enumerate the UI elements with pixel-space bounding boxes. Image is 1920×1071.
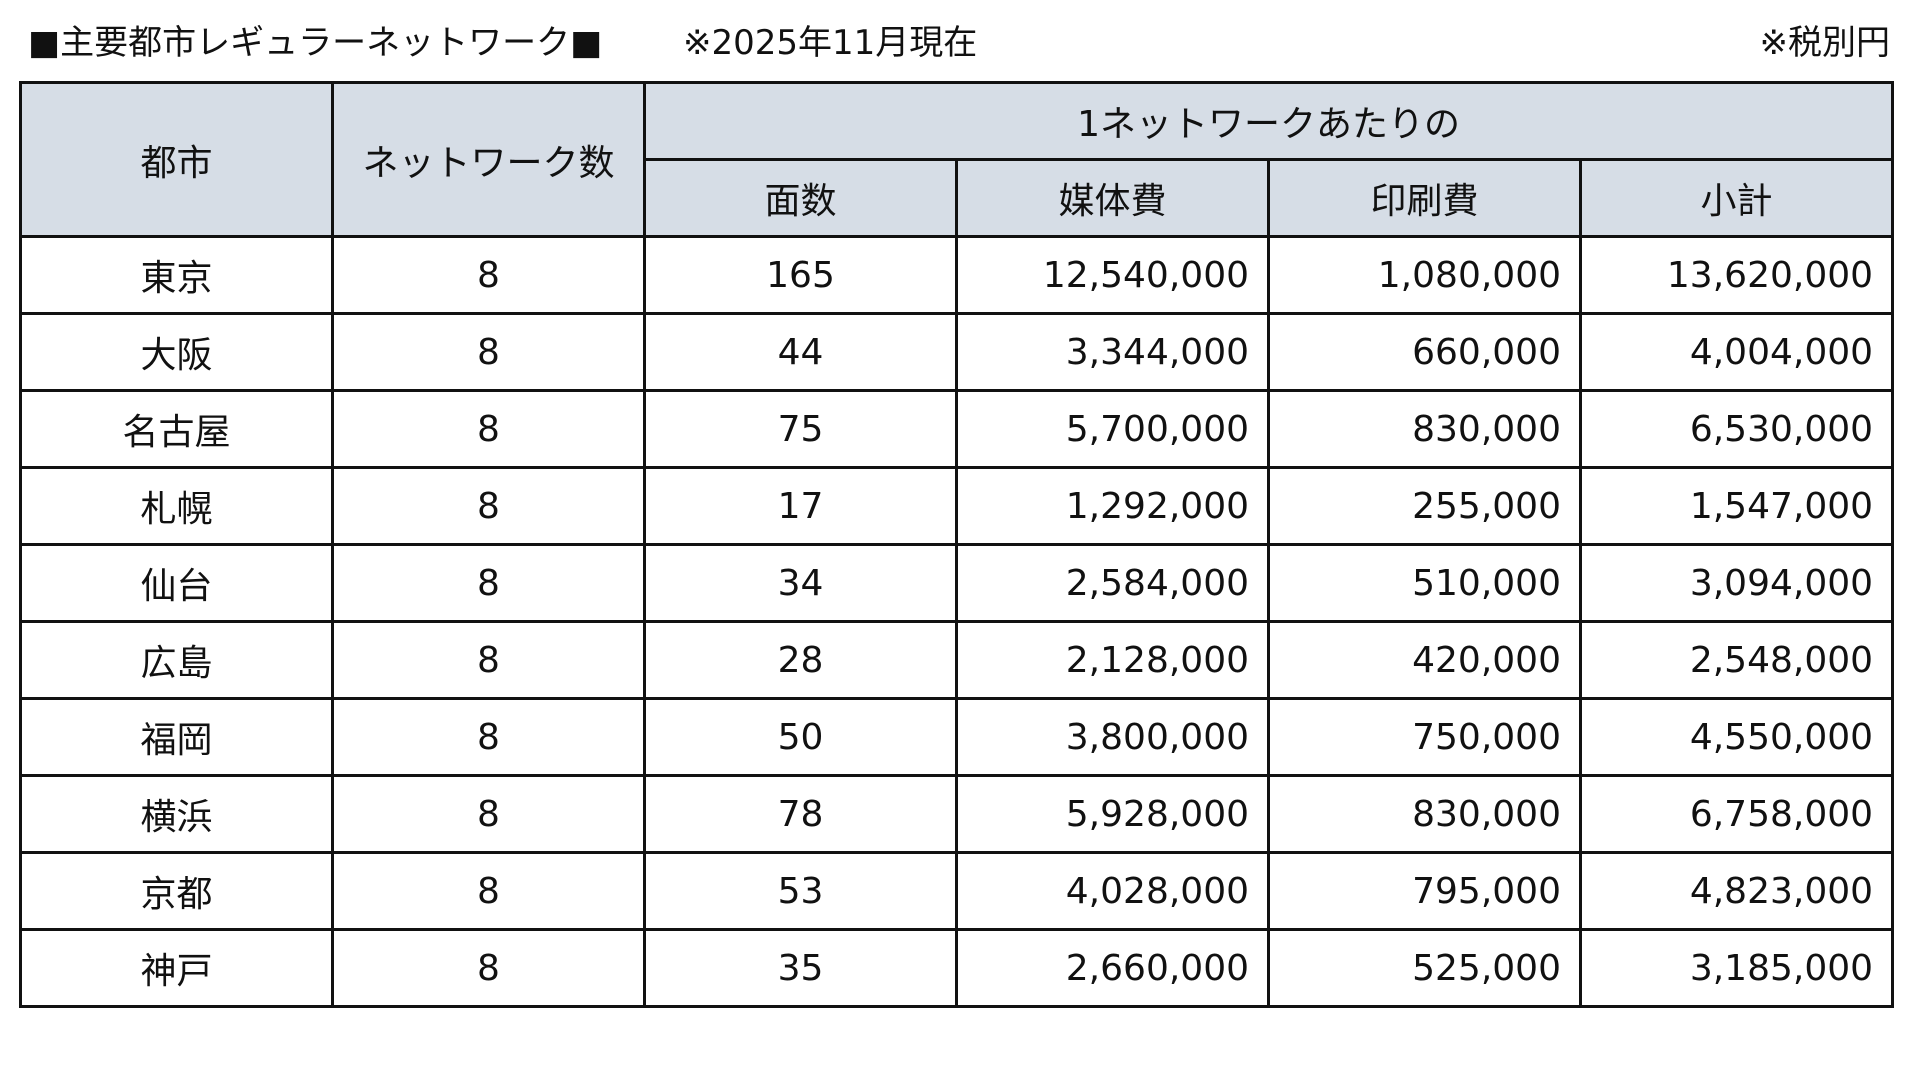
table-row: 横浜 8 78 5,928,000 830,000 6,758,000 xyxy=(19,774,1895,854)
cell-faces: 50 xyxy=(643,697,958,777)
cell-faces: 28 xyxy=(643,620,958,700)
cell-media-fee: 3,800,000 xyxy=(955,697,1270,777)
cell-media-fee: 12,540,000 xyxy=(955,235,1270,315)
cell-city: 京都 xyxy=(19,851,334,931)
cell-city: 神戸 xyxy=(19,928,334,1008)
cell-city: 大阪 xyxy=(19,312,334,392)
cell-print-fee: 525,000 xyxy=(1267,928,1582,1008)
cell-faces: 165 xyxy=(643,235,958,315)
tax-note: ※税別円 xyxy=(1759,23,1891,63)
cell-subtotal: 13,620,000 xyxy=(1578,235,1895,315)
cell-city: 横浜 xyxy=(19,774,334,854)
title-bar: ■主要都市レギュラーネットワーク■ ※2025年11月現在 ※税別円 xyxy=(28,18,1890,68)
cell-faces: 34 xyxy=(643,543,958,623)
column-header-media-fee: 媒体費 xyxy=(955,158,1270,238)
cell-faces: 78 xyxy=(643,774,958,854)
cell-media-fee: 2,584,000 xyxy=(955,543,1270,623)
table-row: 名古屋 8 75 5,700,000 830,000 6,530,000 xyxy=(19,389,1895,469)
cell-media-fee: 4,028,000 xyxy=(955,851,1270,931)
cell-faces: 53 xyxy=(643,851,958,931)
table-header: 都市 ネットワーク数 1ネットワークあたりの 面数 媒体費 印刷費 小計 xyxy=(19,81,1895,238)
column-header-print-fee: 印刷費 xyxy=(1267,158,1582,238)
network-price-table: 都市 ネットワーク数 1ネットワークあたりの 面数 媒体費 印刷費 小計 東京 … xyxy=(19,81,1895,1008)
table-row: 神戸 8 35 2,660,000 525,000 3,185,000 xyxy=(19,928,1895,1008)
table-row: 札幌 8 17 1,292,000 255,000 1,547,000 xyxy=(19,466,1895,546)
cell-city: 名古屋 xyxy=(19,389,334,469)
cell-print-fee: 510,000 xyxy=(1267,543,1582,623)
cell-city: 広島 xyxy=(19,620,334,700)
cell-city: 福岡 xyxy=(19,697,334,777)
cell-network-count: 8 xyxy=(331,697,646,777)
cell-network-count: 8 xyxy=(331,466,646,546)
cell-subtotal: 6,758,000 xyxy=(1578,774,1895,854)
cell-network-count: 8 xyxy=(331,389,646,469)
cell-print-fee: 830,000 xyxy=(1267,774,1582,854)
cell-media-fee: 5,700,000 xyxy=(955,389,1270,469)
cell-network-count: 8 xyxy=(331,774,646,854)
cell-media-fee: 5,928,000 xyxy=(955,774,1270,854)
cell-media-fee: 1,292,000 xyxy=(955,466,1270,546)
cell-print-fee: 1,080,000 xyxy=(1267,235,1582,315)
cell-faces: 44 xyxy=(643,312,958,392)
table-row: 福岡 8 50 3,800,000 750,000 4,550,000 xyxy=(19,697,1895,777)
date-note: ※2025年11月現在 xyxy=(683,23,978,63)
cell-network-count: 8 xyxy=(331,543,646,623)
column-header-city: 都市 xyxy=(19,81,334,238)
cell-city: 東京 xyxy=(19,235,334,315)
cell-subtotal: 3,185,000 xyxy=(1578,928,1895,1008)
cell-print-fee: 255,000 xyxy=(1267,466,1582,546)
page-title: ■主要都市レギュラーネットワーク■ xyxy=(28,23,603,63)
cell-network-count: 8 xyxy=(331,620,646,700)
cell-network-count: 8 xyxy=(331,851,646,931)
cell-network-count: 8 xyxy=(331,312,646,392)
cell-media-fee: 3,344,000 xyxy=(955,312,1270,392)
cell-media-fee: 2,128,000 xyxy=(955,620,1270,700)
table-body: 東京 8 165 12,540,000 1,080,000 13,620,000… xyxy=(19,235,1895,1008)
table-row: 仙台 8 34 2,584,000 510,000 3,094,000 xyxy=(19,543,1895,623)
cell-subtotal: 6,530,000 xyxy=(1578,389,1895,469)
table-row: 広島 8 28 2,128,000 420,000 2,548,000 xyxy=(19,620,1895,700)
cell-subtotal: 4,550,000 xyxy=(1578,697,1895,777)
cell-subtotal: 4,823,000 xyxy=(1578,851,1895,931)
table-row: 京都 8 53 4,028,000 795,000 4,823,000 xyxy=(19,851,1895,931)
cell-subtotal: 3,094,000 xyxy=(1578,543,1895,623)
cell-city: 仙台 xyxy=(19,543,334,623)
column-header-subtotal: 小計 xyxy=(1578,158,1895,238)
cell-print-fee: 795,000 xyxy=(1267,851,1582,931)
column-header-faces: 面数 xyxy=(643,158,958,238)
cell-print-fee: 830,000 xyxy=(1267,389,1582,469)
cell-print-fee: 750,000 xyxy=(1267,697,1582,777)
cell-faces: 35 xyxy=(643,928,958,1008)
cell-print-fee: 660,000 xyxy=(1267,312,1582,392)
cell-subtotal: 4,004,000 xyxy=(1578,312,1895,392)
cell-city: 札幌 xyxy=(19,466,334,546)
table-row: 大阪 8 44 3,344,000 660,000 4,004,000 xyxy=(19,312,1895,392)
cell-network-count: 8 xyxy=(331,928,646,1008)
cell-faces: 17 xyxy=(643,466,958,546)
cell-print-fee: 420,000 xyxy=(1267,620,1582,700)
column-group-per-network: 1ネットワークあたりの xyxy=(642,81,1895,161)
column-header-network-count: ネットワーク数 xyxy=(331,81,646,238)
table-row: 東京 8 165 12,540,000 1,080,000 13,620,000 xyxy=(19,235,1895,315)
cell-faces: 75 xyxy=(643,389,958,469)
cell-subtotal: 2,548,000 xyxy=(1578,620,1895,700)
cell-network-count: 8 xyxy=(331,235,646,315)
cell-subtotal: 1,547,000 xyxy=(1578,466,1895,546)
cell-media-fee: 2,660,000 xyxy=(955,928,1270,1008)
